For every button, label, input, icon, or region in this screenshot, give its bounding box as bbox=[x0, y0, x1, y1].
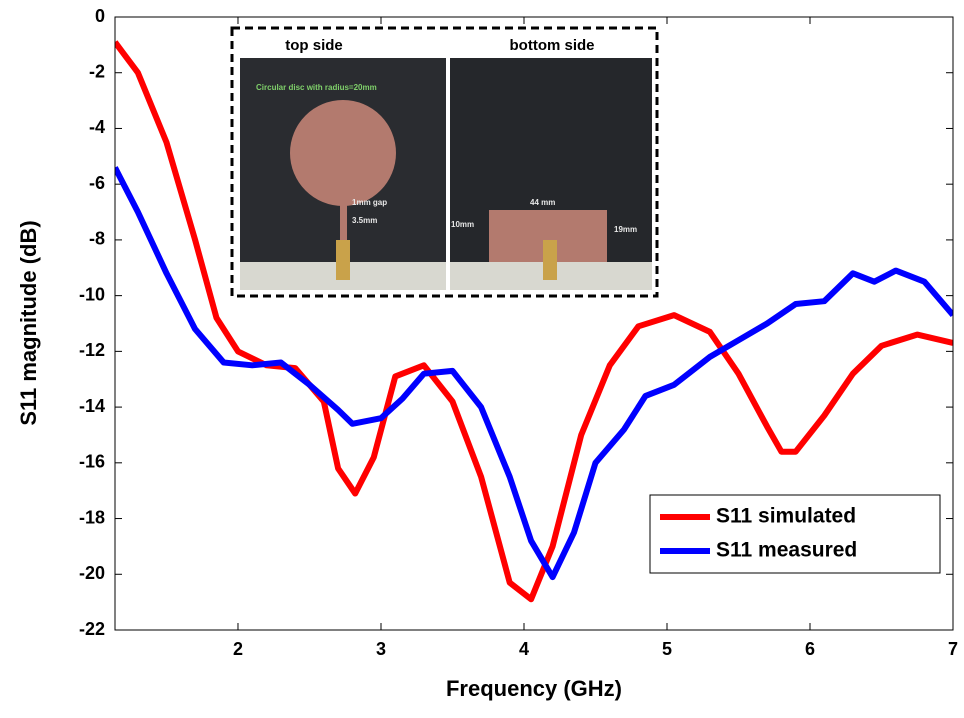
plot-frame bbox=[114, 16, 954, 631]
inset-label: top side bbox=[285, 37, 343, 54]
x-axis-label: Frequency (GHz) bbox=[446, 676, 622, 701]
inset-note: 19mm bbox=[614, 225, 637, 234]
inset-label: bottom side bbox=[510, 37, 595, 54]
y-tick-label: -20 bbox=[79, 563, 105, 583]
connector bbox=[336, 240, 350, 280]
y-tick-label: -4 bbox=[89, 117, 105, 137]
y-tick-label: -18 bbox=[79, 507, 105, 527]
feed-line bbox=[340, 205, 347, 245]
inset-note: 3.5mm bbox=[352, 216, 377, 225]
y-tick-label: -10 bbox=[79, 284, 105, 304]
x-tick-label: 2 bbox=[233, 639, 243, 659]
legend-label: S11 simulated bbox=[716, 505, 856, 528]
y-tick-label: -6 bbox=[89, 173, 105, 193]
y-tick-label: -2 bbox=[89, 61, 105, 81]
y-axis-label: S11 magnitude (dB) bbox=[16, 220, 41, 425]
x-tick-label: 3 bbox=[376, 639, 386, 659]
inset-note: 44 mm bbox=[530, 198, 555, 207]
series-line bbox=[115, 40, 953, 603]
legend-label: S11 measured bbox=[716, 539, 857, 562]
x-tick-label: 6 bbox=[805, 639, 815, 659]
y-tick-label: -16 bbox=[79, 452, 105, 472]
connector bbox=[543, 240, 557, 280]
inset-note: 10mm bbox=[451, 220, 474, 229]
y-tick-label: -8 bbox=[89, 229, 105, 249]
series-line bbox=[115, 166, 953, 581]
legend: S11 simulated S11 measured bbox=[649, 494, 941, 574]
disc bbox=[290, 100, 396, 206]
inset-note: 1mm gap bbox=[352, 198, 387, 207]
x-tick-label: 4 bbox=[519, 639, 529, 659]
legend-box bbox=[649, 494, 941, 574]
y-tick-label: 0 bbox=[95, 6, 105, 26]
x-tick-label: 5 bbox=[662, 639, 672, 659]
inset: top side bottom side Circular disc with … bbox=[230, 26, 659, 298]
x-tick-label: 7 bbox=[948, 639, 958, 659]
y-tick-label: -22 bbox=[79, 619, 105, 639]
inset-note: Circular disc with radius=20mm bbox=[256, 83, 377, 92]
y-tick-label: -14 bbox=[79, 396, 105, 416]
y-tick-label: -12 bbox=[79, 340, 105, 360]
